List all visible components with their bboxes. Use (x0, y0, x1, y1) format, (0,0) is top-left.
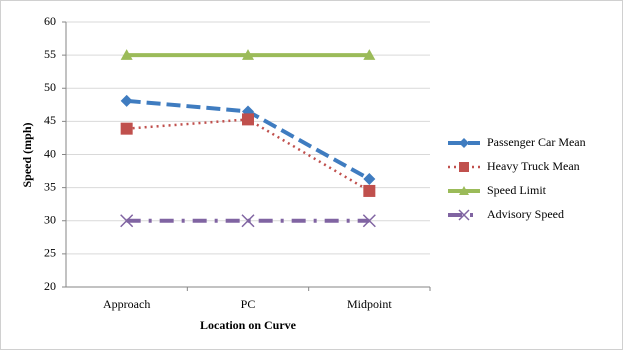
y-tick-label: 40 (44, 146, 56, 160)
legend-label: Speed Limit (487, 183, 547, 197)
marker (459, 186, 469, 195)
x-tick-label: Midpoint (347, 297, 392, 311)
y-tick-label: 25 (44, 246, 56, 260)
marker (120, 214, 134, 228)
legend-label: Passenger Car Mean (487, 135, 586, 149)
y-tick-label: 60 (44, 14, 56, 28)
marker (459, 138, 469, 148)
marker (363, 49, 376, 60)
marker (362, 214, 376, 228)
x-tick-label: PC (241, 297, 256, 311)
marker (120, 94, 133, 107)
legend-label: Advisory Speed (487, 207, 564, 221)
marker (363, 184, 376, 197)
y-axis-title: Speed (mph) (20, 122, 34, 187)
x-axis-title: Location on Curve (200, 318, 297, 332)
y-tick-label: 35 (44, 179, 56, 193)
y-tick-label: 50 (44, 80, 56, 94)
marker (242, 49, 254, 60)
marker (242, 113, 254, 126)
marker (363, 173, 376, 186)
y-tick-label: 55 (44, 47, 56, 61)
x-tick-label: Approach (103, 297, 150, 311)
y-tick-label: 30 (44, 213, 56, 227)
marker (120, 122, 133, 135)
marker (458, 209, 470, 221)
y-tick-label: 45 (44, 113, 56, 127)
legend-label: Heavy Truck Mean (487, 159, 580, 173)
marker (241, 214, 255, 228)
marker (459, 162, 469, 172)
marker (120, 49, 133, 60)
y-tick-label: 20 (44, 279, 56, 293)
